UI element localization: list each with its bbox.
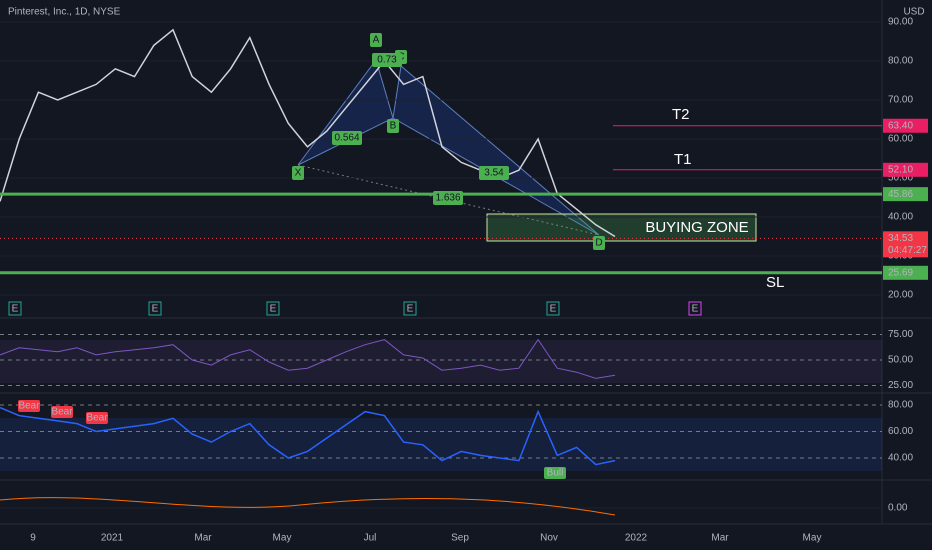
y-tick-label: 60.00 [888, 134, 913, 145]
earnings-label: E [692, 304, 699, 315]
earnings-icon [546, 301, 560, 316]
y-tick-label: 90.00 [888, 17, 913, 28]
level-name: T2 [672, 106, 690, 123]
x-tick-label: Mar [194, 533, 212, 544]
level-badge-label: 45.86 [888, 189, 913, 200]
level-badge [883, 187, 928, 202]
earnings-icon [148, 301, 162, 316]
earnings-label: E [550, 304, 557, 315]
pattern-point-badge [370, 33, 382, 47]
y-tick-label: 50.00 [888, 173, 913, 184]
level-badge [883, 162, 928, 177]
x-tick-label: 2021 [101, 533, 124, 544]
x-tick-label: 2022 [625, 533, 648, 544]
signal-label: Bear [51, 407, 73, 418]
ratio-label: 3.54 [484, 168, 504, 179]
earnings-label: E [12, 304, 19, 315]
y-tick-label: 80.00 [888, 56, 913, 67]
y-tick-label: 25.00 [888, 380, 913, 391]
earnings-icon [266, 301, 280, 316]
signal-label: Bull [547, 468, 564, 479]
pattern-point: B [390, 121, 397, 132]
x-tick-label: May [273, 533, 292, 544]
x-tick-label: May [803, 533, 822, 544]
earnings-label: E [152, 304, 159, 315]
pattern-point-badge [387, 119, 399, 133]
level-badge-label: 25.69 [888, 267, 913, 278]
earnings-icon [403, 301, 417, 316]
ratio-label: 0.564 [334, 133, 359, 144]
level-name: T1 [674, 151, 692, 168]
x-tick-label: Nov [540, 533, 558, 544]
signal-label: Bear [18, 401, 40, 412]
earnings-label: E [407, 304, 414, 315]
last-price-label: 34.53 [888, 233, 913, 244]
y-tick-label: 60.00 [888, 426, 913, 437]
buying-zone-label: BUYING ZONE [645, 219, 748, 236]
signal-badge [86, 412, 108, 424]
earnings-icon [8, 301, 22, 316]
pattern-point-badge [292, 166, 304, 180]
ratio-badge [479, 166, 509, 180]
signal-label: Bear [86, 413, 108, 424]
signal-badge [51, 406, 73, 418]
pattern-point: X [295, 168, 302, 179]
level-badge [883, 118, 928, 133]
buying-zone [486, 213, 757, 242]
ratio-label: 1.636 [435, 193, 460, 204]
last-price-badge [883, 231, 928, 258]
pattern-point: D [595, 238, 602, 249]
series-line [0, 28, 616, 238]
ratio-label: 0.73 [377, 55, 397, 66]
pattern-xd [297, 164, 600, 236]
level-name: SL [766, 274, 784, 291]
y-tick-label: 20.00 [888, 290, 913, 301]
pane-borders [0, 0, 932, 525]
currency: USD [903, 7, 924, 18]
y-tick-label: 80.00 [888, 400, 913, 411]
x-tick-label: Jul [364, 533, 377, 544]
signal-badge [544, 467, 566, 479]
y-tick-label: 40.00 [888, 212, 913, 223]
level-badge [883, 265, 928, 280]
x-tick-label: Mar [711, 533, 729, 544]
ratio-badge [372, 53, 402, 67]
pattern-point: A [373, 35, 380, 46]
y-tick-label: 70.00 [888, 95, 913, 106]
pattern-point-badge [593, 236, 605, 250]
x-tick-label: Sep [451, 533, 469, 544]
macd-line [0, 497, 616, 516]
earnings-icon [688, 301, 702, 316]
ratio-badge [332, 131, 362, 145]
level-badge-label: 63.40 [888, 120, 913, 131]
y-tick-label: 40.00 [888, 453, 913, 464]
y-tick-label: 0.00 [888, 503, 908, 514]
countdown: 04:47:27 [888, 245, 927, 256]
y-tick-label: 75.00 [888, 329, 913, 340]
earnings-label: E [270, 304, 277, 315]
header-title: Pinterest, Inc., 1D, NYSE [8, 7, 121, 18]
y-tick-label: 50.00 [888, 355, 913, 366]
x-tick-label: 9 [30, 533, 36, 544]
osc-band [0, 418, 882, 471]
ratio-badge [433, 191, 463, 205]
rsi-band [0, 340, 882, 383]
signal-badge [18, 400, 40, 412]
series-line [0, 338, 616, 379]
series-line [0, 406, 616, 466]
level-badge-label: 52.10 [888, 164, 913, 175]
